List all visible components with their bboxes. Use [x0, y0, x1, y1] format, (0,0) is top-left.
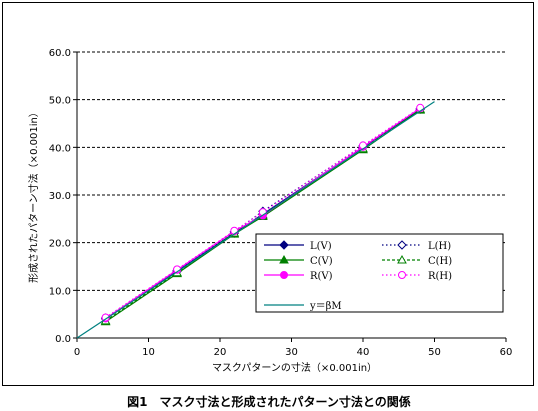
legend-label: C(V) [310, 256, 333, 267]
series-6 [76, 101, 435, 339]
y-tick-label: 10.0 [49, 286, 71, 297]
chart: 0.0 10.0 20.0 30.0 40.0 50.0 60.0 0 10 20 30 40 50 60… [27, 48, 513, 374]
legend-box [255, 233, 504, 313]
legend-marker [279, 240, 289, 250]
data-point [230, 226, 239, 235]
legend-item: L(V) [264, 240, 332, 252]
legend-item: L(H) [382, 240, 451, 252]
chart-frame [2, 2, 534, 386]
data-point [416, 103, 425, 112]
legend-label: y＝βM [309, 301, 342, 312]
legend-marker [279, 254, 289, 264]
y-axis-title: 形成されたパターン寸法（×0.001in） [27, 107, 40, 283]
legend-marker [397, 240, 407, 250]
y-tick-label: 50.0 [49, 96, 71, 107]
legend-item: R(H) [382, 271, 452, 282]
x-tick-label: 50 [428, 347, 441, 358]
x-tick-label: 40 [357, 347, 370, 358]
legend-marker [280, 271, 288, 279]
data-point [101, 313, 110, 322]
legend-item: R(V) [264, 271, 333, 282]
series-line [105, 107, 421, 319]
x-tick-label: 0 [74, 347, 80, 358]
legend: L(V) L(H) C(V) C(H) R(V) R(H) y＝βM [255, 233, 504, 313]
legend-label: L(H) [428, 241, 451, 252]
y-tick-label: 40.0 [49, 143, 71, 154]
legend-marker [397, 254, 407, 264]
series-line [76, 101, 435, 339]
x-axis-title: マスクパターンの寸法（×0.001in） [212, 361, 377, 374]
figure-caption: 図1 マスク寸法と形成されたパターン寸法との関係 [127, 395, 411, 409]
legend-label: R(V) [310, 271, 333, 282]
legend-label: R(H) [428, 271, 452, 282]
y-tick-label: 20.0 [49, 239, 71, 250]
x-tick-label: 20 [214, 347, 227, 358]
y-tick-label: 30.0 [49, 191, 71, 202]
y-tick-label: 0.0 [55, 334, 71, 345]
x-tick-label: 30 [285, 347, 298, 358]
legend-item: C(H) [382, 254, 452, 267]
legend-item: C(V) [264, 254, 333, 267]
x-tick-label: 60 [500, 347, 513, 358]
legend-label: C(H) [428, 256, 452, 267]
y-tick-label: 60.0 [49, 48, 71, 59]
x-tick-label: 10 [142, 347, 155, 358]
legend-label: L(V) [310, 241, 332, 252]
series-line [105, 107, 421, 319]
legend-item: y＝βM [264, 301, 342, 312]
legend-marker [398, 271, 406, 279]
